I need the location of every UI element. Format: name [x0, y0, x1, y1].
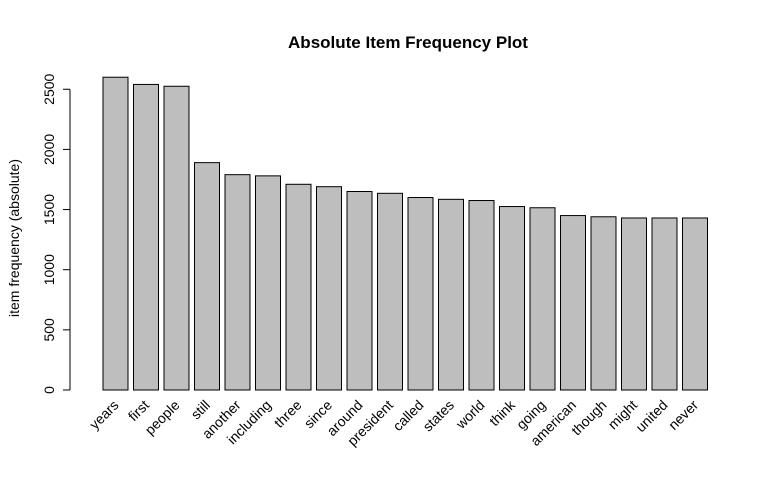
bar-united: [651, 217, 678, 391]
x-tick-label: states: [419, 397, 457, 435]
x-tick-label: three: [271, 397, 305, 431]
y-axis-label: item frequency (absolute): [6, 159, 22, 317]
x-tick-label: called: [389, 397, 426, 434]
x-tick-label: people: [142, 397, 183, 438]
bar-states: [438, 198, 464, 391]
x-tick-label: world: [452, 397, 488, 433]
y-tick-label: 2500: [41, 73, 57, 104]
bar-american: [560, 215, 586, 391]
bar-including: [255, 175, 281, 391]
bar-first: [133, 83, 159, 391]
bar-might: [621, 217, 647, 391]
y-tick-label: 500: [41, 318, 57, 342]
y-tick-label: 0: [41, 386, 57, 394]
y-tick-label: 1500: [41, 194, 57, 225]
y-tick-label: 1000: [41, 254, 57, 285]
x-tick-label: though: [568, 397, 610, 439]
x-tick-label: never: [665, 397, 701, 433]
bar-still: [194, 162, 220, 391]
bar-around: [346, 191, 373, 391]
bar-world: [468, 200, 495, 391]
bar-president: [377, 192, 403, 391]
bar-called: [407, 197, 434, 391]
bar-people: [163, 85, 190, 391]
bar-another: [224, 174, 251, 391]
bars-group: [102, 76, 708, 391]
bar-never: [682, 217, 708, 391]
chart-title: Absolute Item Frequency Plot: [288, 33, 528, 52]
bar-think: [499, 206, 525, 391]
bar-three: [285, 183, 312, 391]
x-tick-label: years: [86, 397, 122, 433]
y-tick-label: 2000: [41, 134, 57, 165]
bar-going: [529, 207, 556, 391]
x-tick-label: think: [486, 396, 519, 429]
bar-though: [590, 216, 617, 391]
bar-since: [316, 186, 342, 391]
bar-years: [102, 76, 129, 391]
x-tick-label: united: [632, 397, 670, 435]
y-axis: 0 500 1000 1500 2000 2500: [41, 73, 71, 394]
